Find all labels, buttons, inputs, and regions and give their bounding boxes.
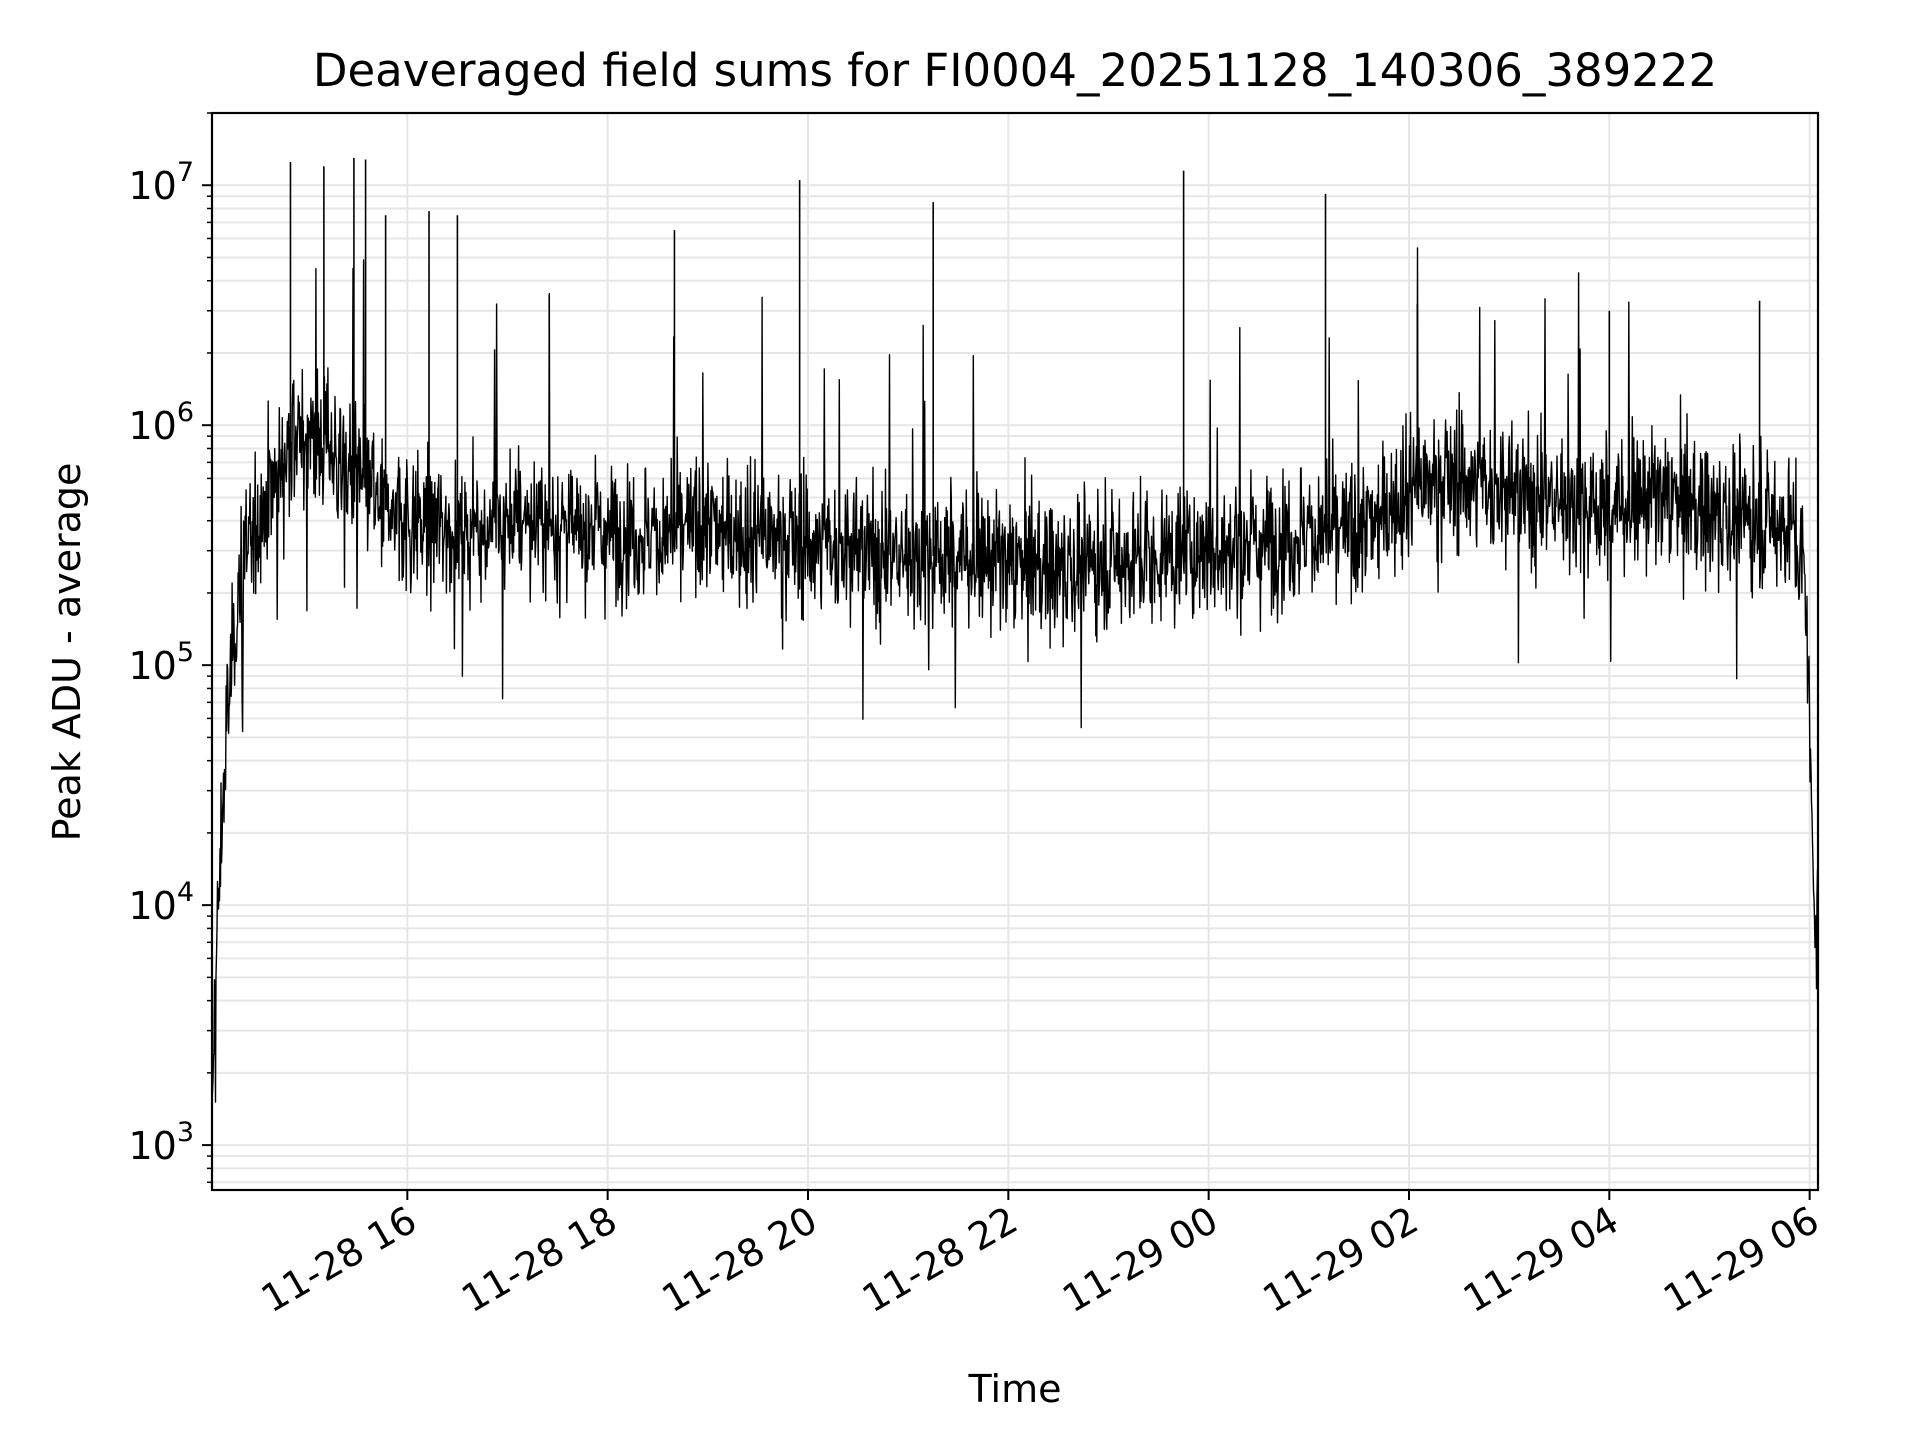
- y-tick-exponent: 3: [177, 1117, 194, 1148]
- y-tick-label: 103: [128, 1117, 194, 1168]
- y-tick-label: 105: [128, 637, 194, 688]
- y-tick-label: 106: [128, 397, 194, 448]
- y-tick-base: 10: [128, 644, 176, 688]
- y-tick-base: 10: [128, 164, 176, 208]
- y-tick-label: 104: [128, 877, 194, 928]
- y-axis-label: Peak ADU - average: [45, 463, 89, 842]
- plot-area: [211, 157, 1819, 1103]
- y-tick-exponent: 7: [177, 157, 194, 188]
- y-tick-label: 107: [128, 157, 194, 208]
- y-tick-exponent: 4: [177, 877, 194, 908]
- plot-frame: [210, 111, 1820, 1192]
- x-axis-label: Time: [968, 1367, 1062, 1411]
- y-tick-base: 10: [128, 1124, 176, 1168]
- y-tick-base: 10: [128, 404, 176, 448]
- y-tick-base: 10: [128, 884, 176, 928]
- chart-title: Deaveraged field sums for FI0004_2025112…: [313, 44, 1717, 97]
- y-tick-exponent: 5: [177, 637, 194, 668]
- data-series-line: [211, 247, 1819, 1103]
- y-tick-exponent: 6: [177, 397, 194, 428]
